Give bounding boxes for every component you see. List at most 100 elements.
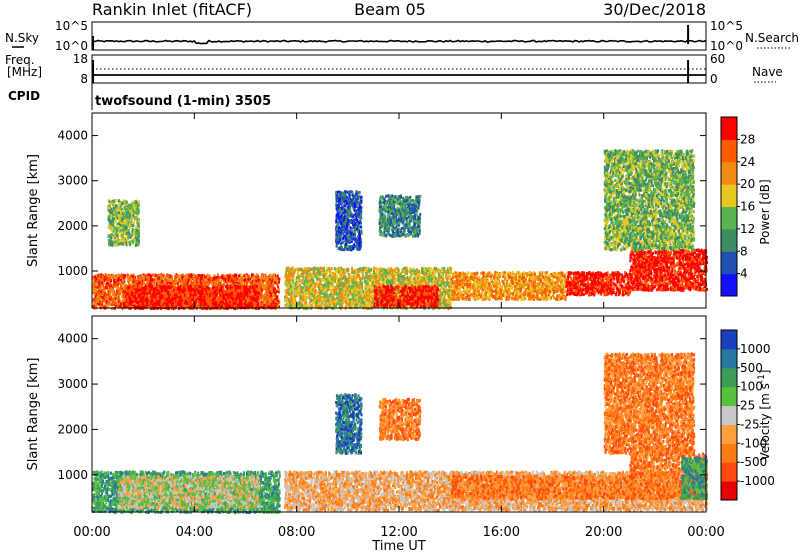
echo-cell bbox=[119, 275, 121, 278]
echo-cell bbox=[97, 294, 99, 297]
echo-cell bbox=[148, 273, 150, 276]
echo-cell bbox=[213, 298, 215, 301]
echo-cell bbox=[197, 300, 199, 303]
nsky-tick-bottom: 10^0 bbox=[55, 39, 88, 53]
echo-cell bbox=[198, 285, 200, 288]
echo-cell bbox=[231, 302, 233, 305]
echo-cell bbox=[124, 274, 126, 277]
echo-cell bbox=[226, 287, 228, 290]
echo-cell bbox=[221, 275, 223, 278]
echo-cell bbox=[178, 276, 180, 279]
echo-cell bbox=[179, 288, 181, 291]
echo-cell bbox=[261, 289, 263, 292]
echo-cell bbox=[239, 286, 241, 289]
echo-cell bbox=[244, 292, 246, 295]
echo-cell bbox=[99, 286, 101, 289]
echo-cell bbox=[177, 302, 179, 305]
echo-cell bbox=[181, 285, 183, 288]
date-title: 30/Dec/2018 bbox=[603, 0, 706, 19]
echo-cell bbox=[237, 279, 239, 282]
echo-cell bbox=[192, 292, 194, 295]
echo-cell bbox=[255, 285, 257, 288]
echo-cell bbox=[268, 300, 270, 303]
echo-cell bbox=[253, 296, 255, 299]
echo-cell bbox=[226, 293, 228, 296]
echo-cell bbox=[246, 282, 248, 285]
echo-cell bbox=[100, 292, 102, 295]
echo-cell bbox=[266, 290, 268, 293]
echo-cell bbox=[186, 274, 188, 277]
echo-cell bbox=[275, 291, 277, 294]
echo-cell bbox=[164, 286, 166, 289]
echo-cell bbox=[109, 293, 111, 296]
echo-cell bbox=[251, 289, 253, 292]
echo-cell bbox=[155, 278, 157, 281]
echo-cell bbox=[161, 289, 163, 292]
echo-cell bbox=[184, 282, 186, 285]
echo-cell bbox=[120, 286, 122, 289]
echo-cell bbox=[109, 295, 111, 298]
echo-cell bbox=[115, 302, 117, 305]
echo-cell bbox=[157, 280, 159, 283]
echo-cell bbox=[94, 295, 96, 298]
echo-cell bbox=[134, 304, 136, 307]
echo-cell bbox=[256, 273, 258, 276]
echo-cell bbox=[133, 286, 135, 289]
freq-unit-label: [MHz] bbox=[7, 65, 42, 79]
echo-cell bbox=[241, 289, 243, 292]
echo-cell bbox=[103, 299, 105, 302]
echo-cell bbox=[118, 298, 120, 301]
echo-cell bbox=[164, 305, 166, 308]
echo-cell bbox=[188, 288, 190, 291]
echo-cell bbox=[190, 282, 192, 285]
echo-cell bbox=[252, 277, 254, 280]
cpid-text: twofsound (1-min) 3505 bbox=[95, 94, 271, 109]
echo-cell bbox=[222, 297, 224, 300]
echo-cell bbox=[229, 276, 231, 279]
echo-cell bbox=[245, 275, 247, 278]
freq-tick-bottom: 8 bbox=[80, 72, 88, 86]
echo-cell bbox=[235, 274, 237, 277]
echo-cell bbox=[98, 275, 100, 278]
echo-cell bbox=[151, 285, 153, 288]
echo-cell bbox=[171, 279, 173, 282]
echo-cell bbox=[141, 282, 143, 285]
echo-cell bbox=[137, 298, 139, 301]
echo-cell bbox=[271, 303, 273, 306]
echo-cell bbox=[138, 304, 140, 307]
echo-cell bbox=[266, 277, 268, 280]
echo-cell bbox=[114, 281, 116, 284]
nsky-trace bbox=[92, 25, 706, 50]
echo-cell bbox=[184, 294, 186, 297]
echo-cell bbox=[206, 286, 208, 289]
echo-cell bbox=[227, 279, 229, 282]
echo-cell bbox=[250, 293, 252, 296]
echo-cell bbox=[101, 301, 103, 304]
echo-cell bbox=[174, 275, 176, 278]
echo-cell bbox=[145, 298, 147, 301]
echo-cell bbox=[233, 295, 235, 298]
echo-cell bbox=[94, 276, 96, 279]
nsearch-tick-top: 10^5 bbox=[710, 19, 743, 33]
echo-cell bbox=[151, 296, 153, 299]
echo-cell bbox=[117, 287, 119, 290]
echo-cell bbox=[206, 280, 208, 283]
echo-cell bbox=[135, 291, 137, 294]
echo-cell bbox=[170, 301, 172, 304]
echo-cell bbox=[237, 304, 239, 307]
echo-cell bbox=[232, 274, 234, 277]
echo-cell bbox=[224, 298, 226, 301]
echo-cell bbox=[229, 286, 231, 289]
echo-cell bbox=[233, 302, 235, 305]
echo-cell bbox=[158, 286, 160, 289]
echo-cell bbox=[183, 304, 185, 307]
echo-cell bbox=[135, 298, 137, 301]
beam-title: Beam 05 bbox=[354, 0, 426, 19]
echo-cell bbox=[175, 290, 177, 293]
echo-cell bbox=[131, 288, 133, 291]
echo-cell bbox=[154, 300, 156, 303]
echo-cell bbox=[272, 293, 274, 296]
echo-cell bbox=[254, 302, 256, 305]
echo-cell bbox=[162, 286, 164, 289]
